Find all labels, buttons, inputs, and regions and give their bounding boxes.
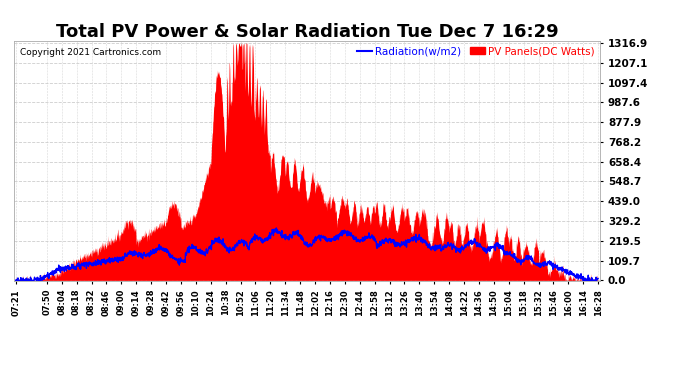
Text: Copyright 2021 Cartronics.com: Copyright 2021 Cartronics.com [19, 48, 161, 57]
Title: Total PV Power & Solar Radiation Tue Dec 7 16:29: Total PV Power & Solar Radiation Tue Dec… [56, 23, 558, 41]
Legend: Radiation(w/m2), PV Panels(DC Watts): Radiation(w/m2), PV Panels(DC Watts) [357, 46, 595, 57]
